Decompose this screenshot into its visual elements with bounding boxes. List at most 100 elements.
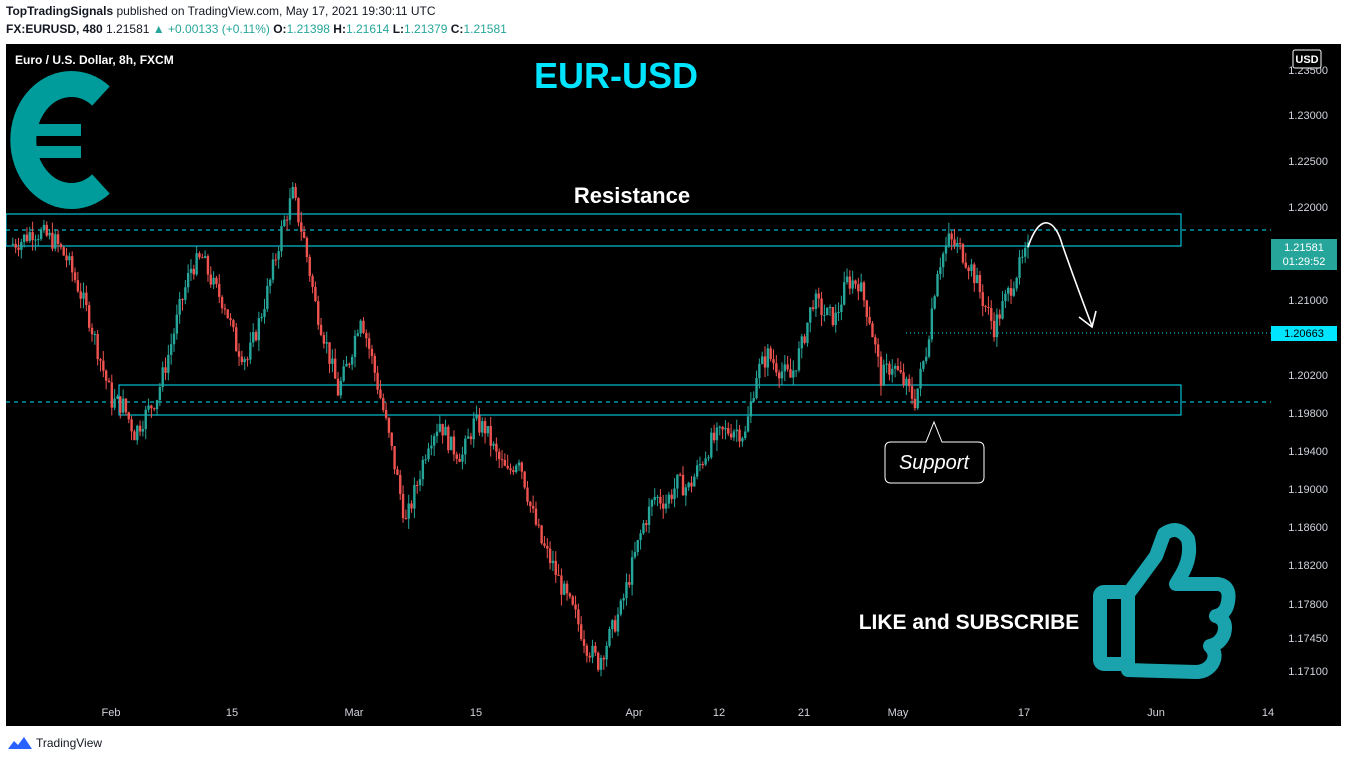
candle-body — [189, 268, 193, 273]
candle-body — [777, 372, 781, 379]
candle-body — [104, 370, 108, 381]
candle-body — [246, 359, 249, 361]
candles-group — [11, 182, 1030, 677]
candle-body — [175, 314, 179, 334]
candle-body — [732, 431, 736, 438]
candle-body — [268, 279, 272, 286]
candle-body — [472, 418, 475, 440]
candle-body — [588, 655, 591, 658]
candle-body — [899, 369, 902, 373]
candle-body — [359, 320, 362, 334]
close-value: 1.21581 — [463, 22, 507, 36]
candle-body — [540, 525, 543, 544]
candle-body — [554, 560, 557, 575]
candle-body — [367, 338, 371, 349]
candle-body — [116, 396, 119, 399]
candle-body — [724, 428, 727, 430]
low-label: L: — [392, 22, 405, 36]
candle-body — [509, 468, 512, 471]
candle-body — [837, 312, 840, 314]
candle-body — [984, 306, 987, 308]
resistance-label: Resistance — [574, 183, 690, 208]
candle-body — [121, 398, 125, 413]
candle-body — [20, 241, 23, 250]
candle-body — [249, 342, 252, 360]
candle-body — [744, 431, 747, 439]
candle-body — [410, 503, 413, 509]
candle-body — [300, 222, 303, 232]
candle-body — [811, 307, 815, 309]
candle-body — [356, 333, 360, 336]
candle-body — [690, 482, 693, 487]
candle-body — [178, 299, 181, 315]
candle-body — [514, 465, 518, 473]
candle-body — [840, 304, 843, 313]
chart-pane[interactable]: EUR-USD Euro / U.S. Dollar, 8h, FXCM Res… — [6, 44, 1341, 726]
candle-body — [51, 232, 54, 249]
candle-body — [814, 293, 818, 309]
candle-body — [263, 308, 266, 317]
candle-body — [580, 624, 583, 640]
candle-body — [851, 280, 854, 289]
candle-body — [678, 474, 682, 476]
candle-body — [458, 458, 461, 462]
price-axis[interactable]: 1.235001.230001.225001.220001.210001.202… — [1288, 65, 1328, 678]
candle-body — [577, 609, 580, 625]
candle-body — [291, 186, 294, 199]
close-label: C: — [450, 22, 464, 36]
candle-body — [333, 358, 337, 379]
candle-body — [961, 243, 965, 263]
candle-body — [803, 336, 806, 343]
candle-body — [311, 276, 314, 287]
chart-canvas[interactable]: EUR-USD Euro / U.S. Dollar, 8h, FXCM Res… — [6, 44, 1341, 726]
resistance-zone[interactable] — [6, 213, 1182, 247]
candle-body — [28, 232, 31, 241]
candle-body — [936, 273, 939, 297]
candle-body — [746, 416, 750, 432]
candle-body — [209, 274, 212, 285]
candle-body — [45, 224, 48, 236]
candle-body — [828, 307, 832, 309]
open-label: O: — [273, 22, 287, 36]
candle-body — [780, 371, 784, 379]
candle-body — [17, 247, 20, 250]
support-zone[interactable] — [118, 384, 1182, 416]
candle-body — [136, 425, 139, 441]
price-tick-label: 1.17450 — [1288, 633, 1328, 645]
candle-body — [834, 312, 837, 325]
candle-body — [325, 342, 328, 344]
candle-body — [201, 257, 204, 259]
candle-body — [113, 398, 116, 408]
candle-body — [1009, 287, 1013, 296]
candle-body — [919, 368, 922, 389]
footer-brand-label: TradingView — [36, 736, 103, 750]
candle-body — [393, 446, 396, 470]
current-price-text: 1.21581 — [1284, 242, 1324, 254]
time-axis[interactable]: Feb 15 Mar 15 Apr 12 21 May 17 Jun 14 — [102, 707, 1275, 719]
candle-body — [54, 234, 57, 249]
candle-body — [848, 276, 852, 289]
high-value: 1.21614 — [345, 22, 390, 36]
candle-body — [987, 307, 990, 309]
footer-brand[interactable]: TradingView — [8, 736, 102, 750]
candle-body — [845, 276, 849, 283]
candle-body — [365, 332, 368, 339]
candle-body — [99, 359, 102, 361]
ohlc-line: FX:EURUSD, 480 1.21581 ▲ +0.00133 (+0.11… — [6, 22, 507, 36]
candle-body — [916, 388, 919, 409]
candle-body — [568, 593, 572, 597]
candle-body — [56, 234, 60, 245]
candle-body — [138, 425, 142, 432]
candle-body — [749, 401, 753, 417]
candle-body — [407, 503, 410, 519]
support-callout[interactable] — [884, 420, 985, 484]
candle-body — [905, 378, 908, 385]
currency-badge[interactable] — [1292, 49, 1322, 69]
candle-body — [353, 335, 357, 357]
candle-body — [350, 356, 354, 365]
publisher-name[interactable]: TopTradingSignals — [6, 4, 114, 18]
candle-body — [421, 459, 425, 480]
candle-body — [319, 324, 323, 336]
candle-body — [147, 405, 150, 410]
candle-body — [65, 255, 68, 261]
